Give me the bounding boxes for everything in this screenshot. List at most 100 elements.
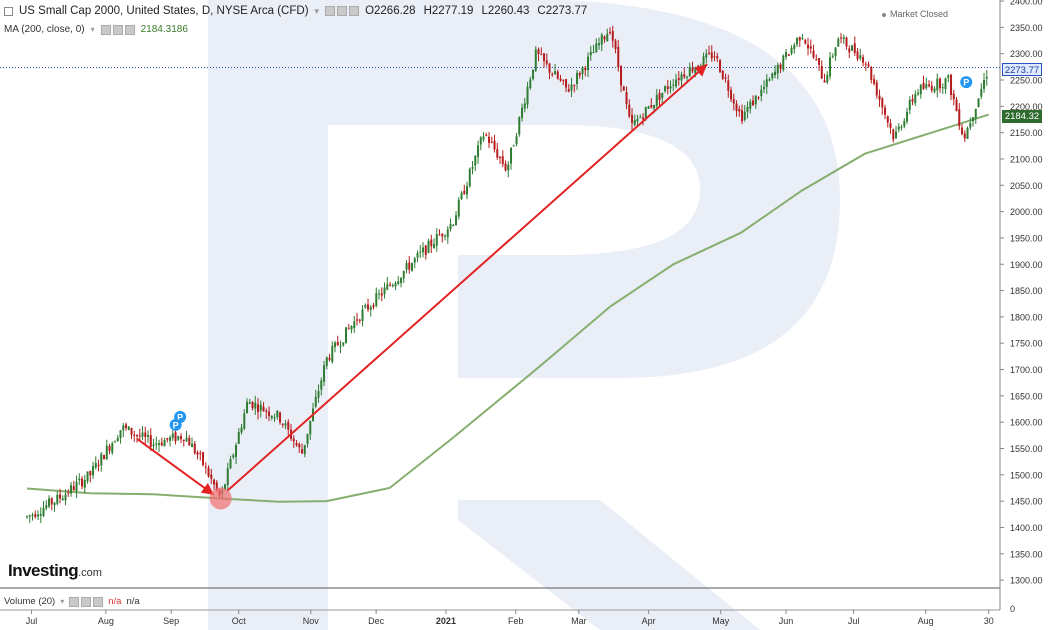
candle-body xyxy=(771,73,774,79)
candle-body xyxy=(119,430,122,439)
candle-body xyxy=(171,433,174,439)
candle-body xyxy=(672,84,675,86)
candle-body xyxy=(617,46,620,68)
candle-body xyxy=(435,234,438,246)
candle-body xyxy=(314,396,317,407)
candle-body xyxy=(556,71,559,79)
candle-body xyxy=(193,443,196,454)
x-tick-label: Jul xyxy=(848,616,860,626)
candle-body xyxy=(730,90,733,100)
collapse-icon[interactable] xyxy=(4,6,13,16)
x-tick-label: Aug xyxy=(918,616,934,626)
candle-body xyxy=(576,72,579,85)
candle-body xyxy=(540,54,543,56)
candle-body xyxy=(243,413,246,429)
y-tick-label: 1300.00 xyxy=(1010,576,1043,586)
candle-body xyxy=(323,365,326,382)
x-tick-label: Nov xyxy=(303,616,320,626)
candle-body xyxy=(303,444,306,454)
candle-body xyxy=(829,57,832,77)
candle-body xyxy=(160,442,163,446)
candle-body xyxy=(532,69,535,79)
candle-body xyxy=(446,229,449,238)
candle-body xyxy=(683,74,686,78)
candle-body xyxy=(598,43,601,46)
candle-body xyxy=(413,258,416,263)
candle-body xyxy=(490,141,493,143)
chevron-down-icon[interactable]: ▾ xyxy=(60,597,65,606)
candle-body xyxy=(276,410,279,418)
y-tick-label: 2200.00 xyxy=(1010,102,1043,112)
candle-body xyxy=(804,40,807,44)
event-marker-icon xyxy=(169,418,182,431)
candle-body xyxy=(639,117,642,119)
candle-body xyxy=(603,36,606,40)
candle-body xyxy=(732,99,735,104)
candle-body xyxy=(185,437,188,442)
candle-body xyxy=(405,263,408,270)
candle-body xyxy=(743,111,746,120)
candle-body xyxy=(163,440,166,447)
candle-body xyxy=(496,149,499,158)
candle-body xyxy=(356,319,359,321)
candle-body xyxy=(694,67,697,74)
x-tick-label: Jun xyxy=(779,616,794,626)
candle-body xyxy=(149,435,152,447)
chevron-down-icon[interactable]: ▾ xyxy=(314,5,320,16)
candle-body xyxy=(592,52,595,54)
candle-body xyxy=(174,432,177,442)
candle-body xyxy=(815,59,818,61)
candle-body xyxy=(963,133,966,139)
candle-body xyxy=(545,60,548,64)
ma-layer xyxy=(0,67,1000,503)
candle-body xyxy=(782,55,785,70)
candle-body xyxy=(378,293,381,295)
candle-body xyxy=(749,101,752,109)
candle-body xyxy=(499,156,502,159)
candle-body xyxy=(28,515,31,517)
candle-body xyxy=(878,95,881,100)
candle-body xyxy=(884,107,887,115)
market-status-text: Market Closed xyxy=(889,9,948,19)
candle-body xyxy=(394,283,397,287)
candle-body xyxy=(870,66,873,80)
candle-body xyxy=(83,480,86,488)
candle-body xyxy=(633,119,636,125)
y-tick-label: 2250.00 xyxy=(1010,76,1043,86)
candle-body xyxy=(262,406,265,412)
candle-body xyxy=(655,94,658,106)
trend-arrow xyxy=(226,63,708,492)
candle-body xyxy=(823,80,826,83)
event-marker-label: P xyxy=(963,78,969,88)
candle-body xyxy=(565,79,568,88)
candle-body xyxy=(669,86,672,89)
candle-body xyxy=(900,126,903,128)
candle-body xyxy=(202,452,205,466)
indicator-controls[interactable] xyxy=(100,24,135,35)
candle-body xyxy=(94,462,97,468)
candle-body xyxy=(589,51,592,56)
candle-body xyxy=(56,494,59,504)
candle-body xyxy=(757,97,760,99)
volume-controls[interactable] xyxy=(69,596,104,607)
candle-body xyxy=(837,38,840,47)
candle-body xyxy=(232,455,235,458)
candle-body xyxy=(768,79,771,81)
candle-body xyxy=(67,492,70,494)
candle-body xyxy=(306,433,309,444)
candle-body xyxy=(279,412,282,423)
volume-value-2: n/a xyxy=(126,596,140,607)
candle-body xyxy=(930,85,933,91)
series-controls[interactable] xyxy=(325,6,360,16)
candle-body xyxy=(191,443,194,448)
symbol-title: US Small Cap 2000, United States, D, NYS… xyxy=(19,5,309,17)
y-tick-label: 1750.00 xyxy=(1010,339,1043,349)
candle-body xyxy=(270,416,273,418)
x-tick-label: Mar xyxy=(571,616,587,626)
y-tick-label: 2050.00 xyxy=(1010,181,1043,191)
candle-body xyxy=(284,423,287,426)
candle-body xyxy=(380,293,383,296)
chevron-down-icon[interactable]: ▾ xyxy=(90,25,95,34)
candle-body xyxy=(501,156,504,165)
